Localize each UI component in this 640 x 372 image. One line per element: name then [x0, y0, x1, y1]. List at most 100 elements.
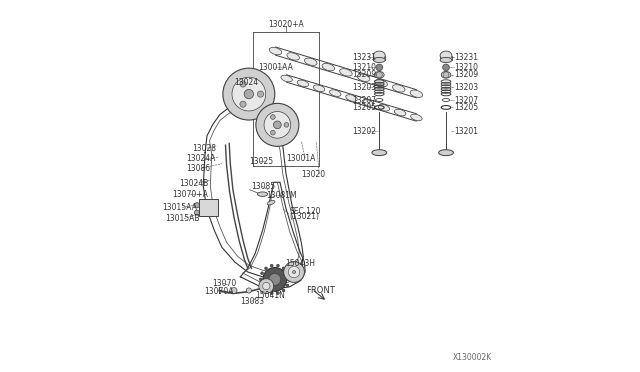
- Ellipse shape: [287, 53, 300, 60]
- Text: 13015AB: 13015AB: [165, 214, 200, 223]
- Ellipse shape: [375, 79, 387, 87]
- Circle shape: [443, 64, 449, 71]
- Ellipse shape: [394, 109, 406, 116]
- Text: 15043H: 15043H: [285, 259, 315, 267]
- Circle shape: [284, 262, 305, 282]
- Ellipse shape: [346, 94, 357, 101]
- Circle shape: [256, 103, 299, 146]
- Circle shape: [282, 289, 285, 292]
- Text: 13209: 13209: [454, 70, 478, 79]
- Ellipse shape: [373, 51, 385, 60]
- Circle shape: [271, 130, 275, 135]
- Ellipse shape: [281, 75, 292, 82]
- Ellipse shape: [440, 51, 452, 60]
- Circle shape: [204, 203, 213, 212]
- Ellipse shape: [392, 85, 405, 92]
- Text: 13210: 13210: [454, 63, 478, 72]
- Circle shape: [376, 64, 383, 71]
- Circle shape: [286, 272, 289, 275]
- Text: 13231: 13231: [353, 53, 376, 62]
- Circle shape: [270, 292, 273, 295]
- Text: 15041N: 15041N: [255, 291, 285, 300]
- Text: 13201: 13201: [454, 126, 478, 136]
- Ellipse shape: [410, 90, 422, 97]
- Text: 13020+A: 13020+A: [268, 20, 304, 29]
- Text: 13070+A: 13070+A: [172, 190, 207, 199]
- Text: 13203: 13203: [353, 83, 377, 92]
- Circle shape: [244, 89, 253, 99]
- Circle shape: [195, 203, 200, 208]
- Text: 13020: 13020: [301, 170, 326, 179]
- Circle shape: [271, 115, 275, 119]
- Ellipse shape: [314, 85, 325, 92]
- Circle shape: [276, 264, 280, 267]
- Circle shape: [262, 282, 270, 290]
- Text: 13081M: 13081M: [266, 191, 297, 200]
- Bar: [199, 199, 218, 217]
- Ellipse shape: [322, 63, 335, 71]
- Text: 13024B: 13024B: [179, 179, 209, 187]
- Circle shape: [276, 292, 280, 295]
- Text: X130002K: X130002K: [452, 353, 492, 362]
- Circle shape: [259, 278, 262, 281]
- Circle shape: [260, 284, 264, 287]
- Text: 13015AA: 13015AA: [163, 203, 197, 212]
- Text: 13001AA: 13001AA: [258, 63, 292, 72]
- Ellipse shape: [411, 114, 422, 121]
- Circle shape: [263, 267, 287, 291]
- Text: 13207: 13207: [353, 96, 377, 105]
- Text: 13209: 13209: [353, 70, 377, 79]
- Circle shape: [287, 278, 291, 281]
- Text: 13083: 13083: [240, 297, 264, 306]
- Ellipse shape: [440, 57, 452, 62]
- Ellipse shape: [362, 100, 374, 106]
- Text: 13210: 13210: [353, 63, 376, 72]
- Circle shape: [195, 210, 200, 215]
- Circle shape: [270, 264, 273, 267]
- Text: 13028: 13028: [192, 144, 216, 153]
- Circle shape: [223, 68, 275, 120]
- Text: 13205: 13205: [353, 103, 377, 112]
- Text: 13024: 13024: [234, 78, 258, 87]
- Text: 13070: 13070: [212, 279, 237, 288]
- Circle shape: [376, 72, 382, 78]
- Circle shape: [259, 279, 274, 294]
- Text: 13001A: 13001A: [287, 154, 316, 163]
- Text: 13203: 13203: [454, 83, 478, 92]
- Ellipse shape: [441, 71, 451, 78]
- Ellipse shape: [378, 105, 390, 111]
- Circle shape: [260, 272, 264, 275]
- Ellipse shape: [305, 58, 317, 65]
- Text: 13231: 13231: [454, 53, 478, 62]
- Text: 13202: 13202: [353, 126, 376, 136]
- Circle shape: [273, 121, 281, 129]
- Circle shape: [264, 267, 268, 270]
- Ellipse shape: [269, 47, 282, 55]
- Text: FRONT: FRONT: [306, 286, 335, 295]
- Text: 13086: 13086: [187, 164, 211, 173]
- Text: 13025: 13025: [250, 157, 274, 166]
- Text: 13024A: 13024A: [186, 154, 215, 163]
- Circle shape: [269, 273, 281, 285]
- Ellipse shape: [373, 57, 385, 62]
- Text: 13070A: 13070A: [204, 287, 234, 296]
- Ellipse shape: [438, 150, 453, 155]
- Circle shape: [264, 289, 268, 292]
- Circle shape: [282, 267, 285, 270]
- Circle shape: [289, 266, 300, 278]
- Ellipse shape: [297, 80, 308, 87]
- Ellipse shape: [340, 69, 352, 76]
- Ellipse shape: [372, 150, 387, 155]
- Circle shape: [246, 288, 252, 293]
- Text: 13205: 13205: [454, 103, 478, 112]
- Text: 13085: 13085: [252, 182, 276, 190]
- Circle shape: [443, 72, 449, 78]
- Circle shape: [264, 112, 291, 138]
- Circle shape: [240, 101, 246, 107]
- Ellipse shape: [257, 192, 268, 196]
- Circle shape: [232, 77, 266, 111]
- Ellipse shape: [374, 71, 384, 78]
- Text: SEC.120: SEC.120: [290, 207, 321, 216]
- Circle shape: [231, 288, 237, 294]
- Text: (13021): (13021): [290, 212, 319, 221]
